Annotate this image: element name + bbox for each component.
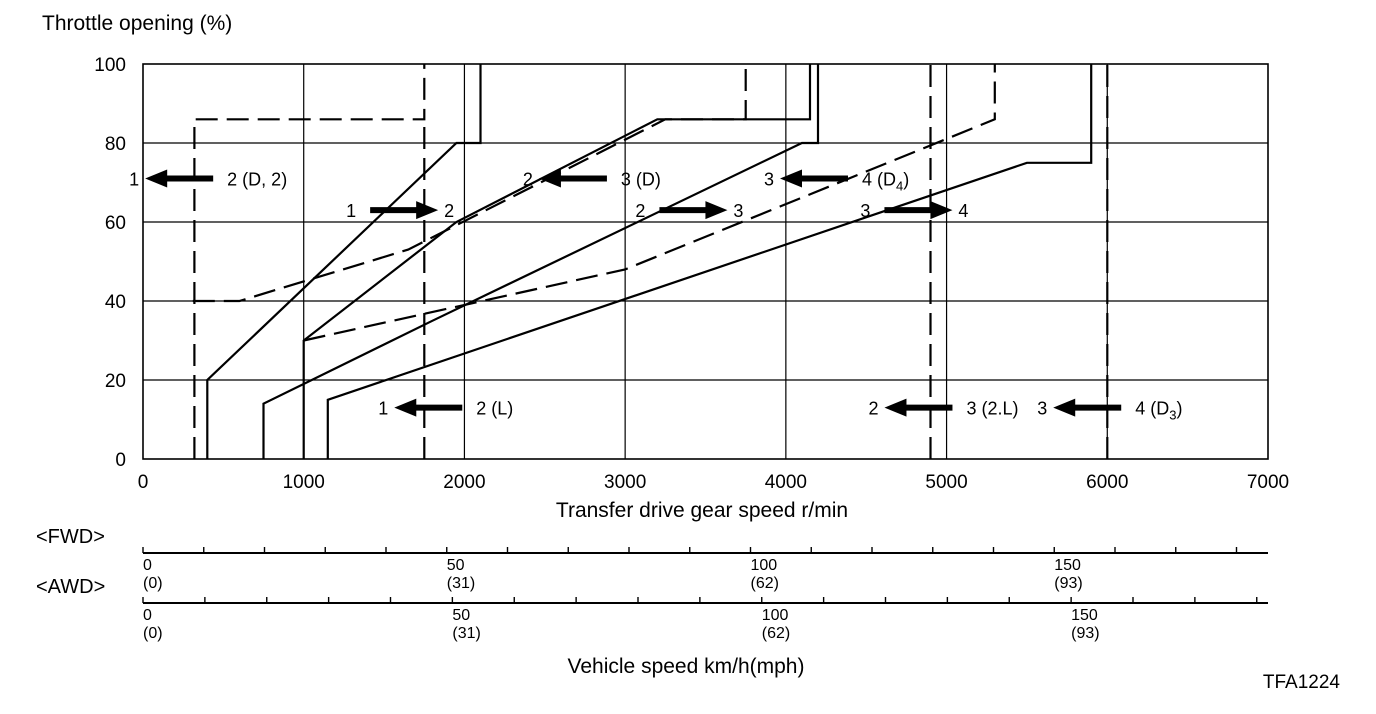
scale-name: <AWD> — [36, 576, 105, 598]
x-axis-title: Transfer drive gear speed r/min — [556, 499, 848, 522]
x-tick-label: 2000 — [443, 472, 485, 493]
scale-mph-label: (93) — [1054, 575, 1082, 592]
scale-km-label: 0 — [143, 607, 152, 624]
downshift-line — [303, 64, 996, 342]
scale-mph-label: (93) — [1071, 625, 1099, 642]
shift-label-from: 2 — [635, 201, 645, 221]
shift-annotation: 3 4 (D3) — [1037, 398, 1182, 423]
shift-label-from: 1 — [129, 170, 139, 190]
y-tick-label: 80 — [105, 134, 126, 155]
y-tick-label: 60 — [105, 213, 126, 234]
downshift-line — [192, 64, 747, 303]
downshift-line — [193, 64, 426, 459]
shift-arrow-head — [930, 201, 953, 220]
y-axis-title: Throttle opening (%) — [42, 12, 232, 35]
scale-mph-label: (31) — [452, 625, 480, 642]
scale-km-label: 150 — [1054, 557, 1081, 574]
shift-arrow-head — [1053, 398, 1076, 417]
x-tick-label: 0 — [138, 472, 149, 493]
shift-label-to: 4 (D4) — [862, 170, 909, 194]
upshift-line — [302, 64, 812, 459]
y-tick-label: 40 — [105, 292, 126, 313]
shift-label-to: 3 — [733, 201, 743, 221]
vehicle-speed-scale: <AWD>0(0)50(31)100(62)150(93) — [36, 576, 1268, 642]
scale-km-label: 150 — [1071, 607, 1098, 624]
vehicle-speed-scale: <FWD> 0(0) 50(31) 100(62) 150(93) — [36, 526, 1268, 592]
shift-label-from: 1 — [378, 399, 388, 419]
shift-label-from: 3 — [1037, 399, 1047, 419]
scale-mph-label: (31) — [447, 575, 475, 592]
x-tick-label: 6000 — [1086, 472, 1128, 493]
scale-km-label: 50 — [452, 607, 470, 624]
scale-km-label: 100 — [751, 557, 778, 574]
shift-label-to: 3 (2.L) — [966, 399, 1018, 419]
shift-label-from: 3 — [764, 170, 774, 190]
shift-label-to: 4 (D3) — [1135, 399, 1182, 423]
x-tick-label: 3000 — [604, 472, 646, 493]
vehicle-speed-scales: <FWD>0(0)50(31)100(62)150(93)<AWD>0(0)50… — [36, 526, 1268, 642]
y-tick-label: 0 — [115, 450, 126, 471]
shift-label-to: 2 (D, 2) — [227, 170, 287, 190]
scale-mph-label: (62) — [762, 625, 790, 642]
shift-arrow-head — [705, 201, 728, 220]
shift-label-from: 1 — [346, 201, 356, 221]
upshift-line — [262, 64, 820, 459]
shift-label-from: 2 — [523, 170, 533, 190]
scale-km-label: 100 — [762, 607, 789, 624]
shift-label-to: 3 (D) — [621, 170, 661, 190]
upshift-line — [206, 64, 482, 459]
shift-annotation: 3 4 (D4) — [764, 169, 909, 194]
scale-km-label: 50 — [447, 557, 465, 574]
scale-mph-label: (0) — [143, 575, 163, 592]
y-tick-label: 20 — [105, 371, 126, 392]
upshift-line — [326, 64, 1093, 459]
shift-arrow-head — [394, 398, 417, 417]
shift-annotation: 1 2 (D, 2) — [129, 169, 287, 190]
scale-name: <FWD> — [36, 526, 105, 548]
shift-annotation: 2 3 (D) — [523, 169, 661, 190]
x-tick-label: 7000 — [1247, 472, 1289, 493]
x-tick-label: 1000 — [283, 472, 325, 493]
y-tick-label: 100 — [94, 55, 126, 76]
shift-arrow-head — [145, 169, 168, 188]
shift-label-from: 2 — [868, 399, 878, 419]
figure-code: TFA1224 — [1263, 672, 1341, 693]
x-tick-label: 5000 — [925, 472, 967, 493]
vehicle-speed-title: Vehicle speed km/h(mph) — [568, 655, 805, 678]
shift-annotation: 2 3 (2.L) — [868, 398, 1018, 419]
x-tick-label: 4000 — [765, 472, 807, 493]
shift-arrow-head — [538, 169, 561, 188]
scale-km-label: 0 — [143, 557, 152, 574]
shift-label-to: 2 (L) — [476, 399, 513, 419]
shift-arrow-head — [884, 398, 907, 417]
scale-mph-label: (62) — [751, 575, 779, 592]
shift-annotation: 1 2 (L) — [378, 398, 513, 419]
plot-frame — [142, 63, 1269, 460]
shift-label-from: 3 — [860, 201, 870, 221]
shift-label-to: 2 — [444, 201, 454, 221]
scale-mph-label: (0) — [143, 625, 163, 642]
shift-label-to: 4 — [958, 201, 968, 221]
shift-arrow-head — [780, 169, 802, 188]
shift-arrow-head — [416, 201, 439, 220]
